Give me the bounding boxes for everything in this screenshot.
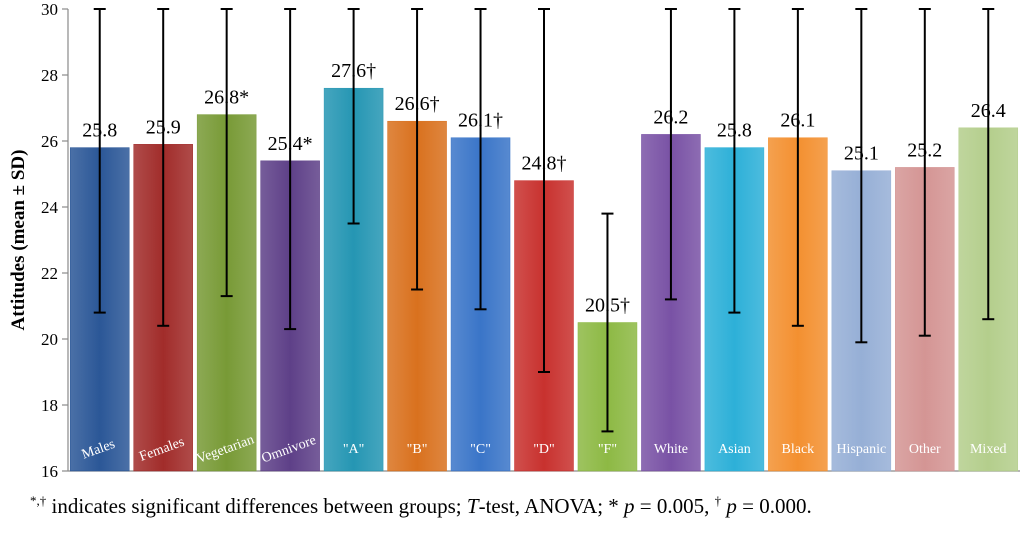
y-tick-label: 18	[41, 396, 58, 415]
value-label-omnivore: 25.4*	[268, 133, 313, 155]
footnote: *,† indicates significant differences be…	[30, 493, 1010, 519]
value-label-white: 26.2	[653, 106, 688, 128]
y-tick-label: 22	[41, 264, 58, 283]
y-tick-label: 20	[41, 330, 58, 349]
category-label-other: Other	[909, 442, 941, 457]
category-label-mixed: Mixed	[970, 442, 1007, 457]
footnote-p2-rest: = 0.000.	[736, 494, 812, 518]
category-label-a: "A"	[343, 442, 365, 457]
value-label-females: 25.9	[146, 116, 181, 138]
category-label-b: "B"	[407, 442, 428, 457]
value-label-other: 25.2	[907, 139, 942, 161]
category-label-asian: Asian	[718, 442, 751, 457]
y-tick-label: 28	[41, 66, 58, 85]
bar-chart: 16 18 20 22 24 26 28 30 25.8 25.9 26.8* 25.4* 27.6†…	[8, 0, 1020, 481]
footnote-dagger: †	[714, 493, 722, 508]
footnote-p2-letter: p	[726, 494, 737, 518]
category-label-d: "D"	[533, 442, 555, 457]
value-label-males: 25.8	[82, 120, 117, 142]
value-label-d: 24.8†	[522, 153, 567, 175]
footnote-text-b: -test, ANOVA; *	[478, 494, 625, 518]
footnote-marks: *,†	[30, 493, 47, 508]
value-label-b: 26.6†	[395, 93, 440, 115]
value-label-hispanic: 25.1	[844, 143, 879, 165]
footnote-text-a: indicates significant differences betwee…	[46, 494, 467, 518]
y-tick-label: 30	[41, 0, 58, 19]
category-label-hispanic: Hispanic	[836, 442, 886, 457]
value-label-black: 26.1	[780, 110, 815, 132]
y-tick-label: 24	[41, 198, 59, 217]
value-label-c: 26.1†	[458, 110, 503, 132]
value-labels-group: 25.8 25.9 26.8* 25.4* 27.6† 26.6† 26.1† 24.8† 20…	[82, 60, 1006, 316]
category-label-c: "C"	[470, 442, 491, 457]
category-label-white: White	[654, 442, 688, 457]
footnote-p1-rest: = 0.005,	[634, 494, 715, 518]
value-label-mixed: 26.4	[971, 100, 1006, 122]
category-label-black: Black	[782, 442, 815, 457]
y-tick-label: 26	[41, 132, 58, 151]
value-label-asian: 25.8	[717, 120, 752, 142]
error-bars-group	[93, 8, 995, 433]
value-label-vegetarian: 26.8*	[204, 87, 249, 109]
footnote-t-letter: T	[466, 494, 479, 518]
y-axis-label: Attitudes (mean ± SD)	[8, 150, 29, 331]
y-tick-label: 16	[41, 462, 58, 481]
footnote-p1-letter: p	[624, 494, 635, 518]
value-label-f: 20.5†	[585, 295, 630, 317]
value-label-a: 27.6†	[331, 60, 376, 82]
category-label-f: "F"	[598, 442, 617, 457]
